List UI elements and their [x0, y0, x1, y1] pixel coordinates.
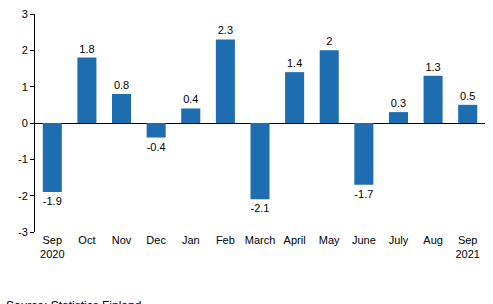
svg-text:April: April: [284, 234, 306, 246]
svg-text:-1: -1: [18, 153, 28, 165]
svg-text:Oct: Oct: [78, 234, 95, 246]
svg-text:-1.7: -1.7: [354, 188, 373, 200]
svg-text:Dec: Dec: [146, 234, 166, 246]
svg-text:May: May: [319, 234, 340, 246]
svg-text:-0.4: -0.4: [147, 141, 166, 153]
svg-text:1.4: 1.4: [287, 57, 302, 69]
svg-text:0: 0: [22, 117, 28, 129]
svg-text:1.8: 1.8: [79, 43, 94, 55]
svg-text:March: March: [245, 234, 276, 246]
svg-text:Source: Statistics Finland: Source: Statistics Finland: [6, 299, 141, 304]
svg-text:June: June: [352, 234, 376, 246]
svg-text:-2.1: -2.1: [251, 202, 270, 214]
svg-text:Sep2021: Sep2021: [455, 234, 479, 260]
svg-text:1: 1: [22, 81, 28, 93]
svg-text:-2: -2: [18, 190, 28, 202]
svg-text:Sep2020: Sep2020: [40, 234, 64, 260]
svg-text:2.3: 2.3: [218, 24, 233, 36]
svg-text:Nov: Nov: [112, 234, 132, 246]
svg-text:Feb: Feb: [216, 234, 235, 246]
svg-text:2: 2: [326, 35, 332, 47]
svg-text:Jan: Jan: [182, 234, 200, 246]
svg-text:July: July: [389, 234, 409, 246]
svg-text:3: 3: [22, 8, 28, 20]
svg-text:-3: -3: [18, 226, 28, 238]
svg-text:0.8: 0.8: [114, 79, 129, 91]
svg-text:1.3: 1.3: [425, 61, 440, 73]
svg-text:0.4: 0.4: [183, 93, 198, 105]
svg-text:0.5: 0.5: [460, 90, 475, 102]
svg-text:Aug: Aug: [423, 234, 443, 246]
svg-text:-1.9: -1.9: [43, 195, 62, 207]
svg-text:2: 2: [22, 44, 28, 56]
svg-text:0.3: 0.3: [391, 97, 406, 109]
